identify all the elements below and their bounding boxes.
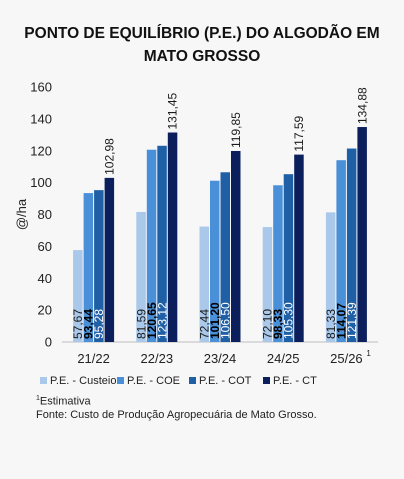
- x-tick-label: 23/24: [204, 351, 237, 366]
- data-label: 101,20: [208, 302, 222, 339]
- bar: [262, 227, 273, 342]
- data-label: 105,30: [282, 302, 296, 339]
- legend-swatch: [117, 377, 124, 384]
- y-tick-label: 40: [38, 271, 52, 286]
- data-label: 81,59: [134, 309, 148, 339]
- legend-label: P.E. - COE: [127, 375, 180, 387]
- chart-title: PONTO DE EQUILÍBRIO (P.E.) DO ALGODÃO EM…: [0, 22, 404, 68]
- data-label: 93,44: [82, 309, 96, 339]
- bar: [283, 174, 294, 342]
- bar: [146, 149, 157, 342]
- bar: [199, 226, 209, 342]
- bar: [136, 211, 146, 342]
- y-tick-label: 80: [38, 207, 52, 222]
- data-label: 114,07: [334, 303, 348, 339]
- y-tick-label: 0: [45, 335, 52, 350]
- data-label: 123,12: [155, 302, 169, 339]
- y-axis-label: @/ha: [14, 198, 29, 230]
- y-tick-label: 140: [30, 111, 52, 126]
- bar: [231, 150, 241, 342]
- bar: [157, 145, 167, 342]
- bar: [357, 127, 367, 342]
- legend-label: P.E. - COT: [199, 375, 252, 387]
- data-label: 121,39: [345, 302, 359, 339]
- bar: [220, 172, 230, 342]
- y-tick-label: 20: [38, 303, 52, 318]
- footnote-marker: 1: [36, 395, 40, 402]
- data-label: 117,59: [292, 115, 306, 151]
- y-tick-label: 120: [30, 143, 52, 158]
- legend-swatch: [189, 377, 196, 384]
- legend-label: P.E. - CT: [273, 375, 317, 387]
- legend-label: P.E. - Custeio: [50, 375, 116, 387]
- bar: [73, 250, 83, 342]
- chart-title-line-1: PONTO DE EQUILÍBRIO (P.E.) DO ALGODÃO EM: [24, 25, 380, 42]
- bar: [210, 180, 220, 342]
- bar: [273, 185, 283, 342]
- legend-swatch: [40, 377, 47, 384]
- data-label: 134,88: [355, 87, 369, 124]
- bar: [94, 190, 104, 342]
- data-label: 72,44: [197, 309, 211, 339]
- bar: [83, 193, 94, 342]
- bar: [346, 148, 357, 342]
- legend-swatch: [263, 377, 270, 384]
- data-label: 102,98: [103, 138, 117, 175]
- data-label: 57,67: [71, 309, 85, 339]
- bar: [294, 154, 304, 342]
- data-label: 119,85: [229, 112, 243, 148]
- bar: [325, 212, 336, 342]
- bar: [167, 132, 178, 342]
- footnote-text: Estimativa: [39, 395, 91, 408]
- data-label: 120,65: [145, 302, 159, 339]
- x-tick-label: 22/23: [141, 351, 174, 366]
- footnote: 1Estimativa: [36, 395, 91, 408]
- chart-title-line-2: MATO GROSSO: [143, 48, 261, 65]
- data-label: 106,50: [218, 302, 232, 339]
- y-tick-label: 60: [38, 239, 52, 254]
- data-label: 72,10: [261, 309, 275, 339]
- bar: [336, 160, 346, 342]
- x-tick-label: 25/26: [330, 351, 363, 366]
- x-tick-superscript: 1: [366, 349, 371, 358]
- x-tick-label: 24/25: [267, 351, 300, 366]
- bar: [104, 177, 115, 342]
- x-tick-label: 21/22: [77, 351, 110, 366]
- y-tick-label: 100: [30, 175, 52, 190]
- data-label: 81,33: [324, 309, 338, 339]
- source-note: Fonte: Custo de Produção Agropecuária de…: [36, 409, 317, 421]
- data-label: 98,33: [271, 309, 285, 339]
- data-label: 95,28: [92, 309, 106, 339]
- y-tick-label: 160: [30, 80, 52, 95]
- data-label: 131,45: [166, 92, 180, 129]
